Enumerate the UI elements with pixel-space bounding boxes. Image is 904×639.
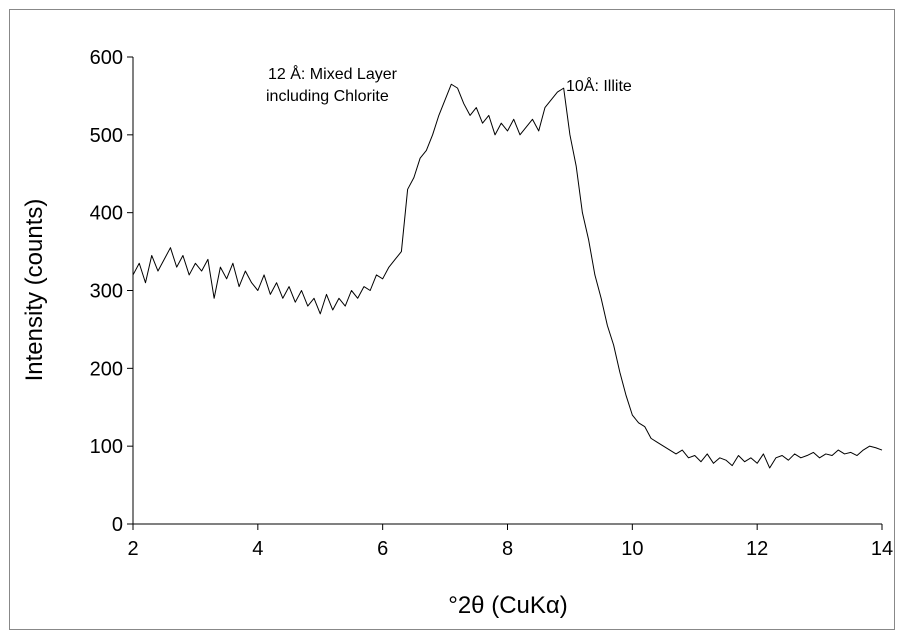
y-tick-label: 100 bbox=[90, 436, 123, 458]
y-tick-label: 200 bbox=[90, 358, 123, 380]
x-tick-label: 14 bbox=[871, 538, 893, 560]
x-tick-label: 12 bbox=[746, 538, 768, 560]
annotation: including Chlorite bbox=[266, 88, 389, 105]
x-tick-label: 10 bbox=[621, 538, 643, 560]
x-axis-title: °2θ (CuKα) bbox=[448, 592, 568, 619]
x-tick-label: 8 bbox=[502, 538, 513, 560]
x-tick-label: 4 bbox=[252, 538, 263, 560]
y-tick-label: 500 bbox=[90, 125, 123, 147]
y-tick-label: 300 bbox=[90, 281, 123, 303]
chart-border bbox=[9, 9, 895, 630]
y-tick-label: 600 bbox=[90, 47, 123, 69]
x-tick-label: 2 bbox=[127, 538, 138, 560]
x-tick-label: 6 bbox=[377, 538, 388, 560]
data-line bbox=[132, 83, 883, 469]
annotation: 12 Å: Mixed Layer bbox=[268, 64, 398, 83]
y-axis-title: Intensity (counts) bbox=[21, 199, 48, 382]
y-tick-label: 400 bbox=[90, 203, 123, 225]
annotation: 10Å: Illite bbox=[566, 76, 632, 95]
y-tick-label: 0 bbox=[112, 514, 123, 536]
